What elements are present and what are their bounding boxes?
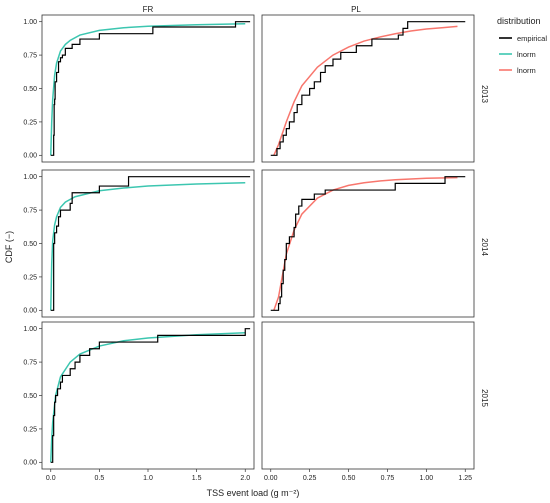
empirical-step-line — [50, 176, 251, 311]
y-tick-label: 0.25 — [23, 274, 37, 281]
facet-panel-PL-2014 — [261, 169, 475, 318]
x-tick-label: 1.0 — [143, 475, 153, 482]
legend-label: lnorm — [517, 50, 536, 59]
legend-title: distribution — [497, 16, 541, 26]
panel-border — [261, 169, 475, 318]
y-tick-label: 0.50 — [23, 393, 37, 400]
y-tick-label: 0.00 — [23, 153, 37, 160]
y-tick-label: 1.00 — [23, 174, 37, 181]
y-axis-label: CDF (−) — [4, 231, 14, 263]
facet-row-label: 2013 — [480, 85, 489, 103]
facet-panel-FR-2014: 0.00 0.25 0.50 0.75 1.00 — [23, 169, 255, 318]
x-tick-label: 0.75 — [381, 475, 395, 482]
x-tick-label: 0.50 — [342, 475, 356, 482]
y-tick-label: 1.00 — [23, 326, 37, 333]
x-tick-label: 1.25 — [458, 475, 472, 482]
facet-panel-PL-2013 — [261, 14, 475, 163]
y-tick-label: 0.75 — [23, 52, 37, 59]
y-tick-label: 0.25 — [23, 119, 37, 126]
x-tick-label: 2.0 — [240, 475, 250, 482]
x-tick-label: 1.00 — [420, 475, 434, 482]
x-tick-label: 0.00 — [264, 475, 278, 482]
facet-row-label: 2015 — [480, 389, 489, 407]
empirical-step-line — [270, 176, 466, 311]
y-tick-label: 1.00 — [23, 19, 37, 26]
y-tick-label: 0.75 — [23, 359, 37, 366]
y-tick-label: 0.50 — [23, 241, 37, 248]
lnorm-fit-line — [50, 22, 246, 156]
x-tick-label: 1.5 — [192, 475, 202, 482]
facet-column-label: PL — [351, 5, 361, 14]
x-tick-label: 0.5 — [95, 475, 105, 482]
panel-border — [41, 321, 255, 470]
facet-column-label: FR — [143, 5, 154, 14]
x-axis-label: TSS event load (g m⁻²) — [207, 488, 300, 498]
lnorm-fit-line — [273, 25, 458, 156]
panel-border — [41, 169, 255, 318]
y-tick-label: 0.00 — [23, 308, 37, 315]
empirical-step-line — [50, 21, 251, 156]
lnorm-fit-line — [50, 331, 246, 463]
y-tick-label: 0.00 — [23, 460, 37, 467]
facet-panel-PL-2015: 0.00 0.25 0.50 0.75 1.00 1.25 — [261, 321, 475, 482]
empirical-step-line — [50, 328, 251, 463]
x-tick-label: 0.25 — [303, 475, 317, 482]
facet-row-label: 2014 — [480, 238, 489, 256]
empirical-step-line — [270, 21, 466, 156]
y-tick-label: 0.25 — [23, 426, 37, 433]
panel-border — [261, 321, 475, 470]
panel-border — [261, 14, 475, 163]
legend: distribution empirical lnorm lnorm — [497, 16, 547, 75]
facet-panel-FR-2013: 0.00 0.25 0.50 0.75 1.00 — [23, 14, 255, 163]
panels-group: 0.000.250.500.751.000.000.250.500.751.00… — [23, 14, 475, 482]
legend-label: lnorm — [517, 66, 536, 75]
x-tick-label: 0.0 — [46, 475, 56, 482]
panel-border — [41, 14, 255, 163]
y-tick-label: 0.50 — [23, 86, 37, 93]
lnorm-fit-line — [50, 181, 246, 311]
y-tick-label: 0.75 — [23, 207, 37, 214]
facet-panel-FR-2015: 0.00 0.25 0.50 0.75 1.00 0.0 0.5 1.0 1.5 2.0 — [23, 321, 255, 482]
legend-label: empirical — [517, 34, 547, 43]
